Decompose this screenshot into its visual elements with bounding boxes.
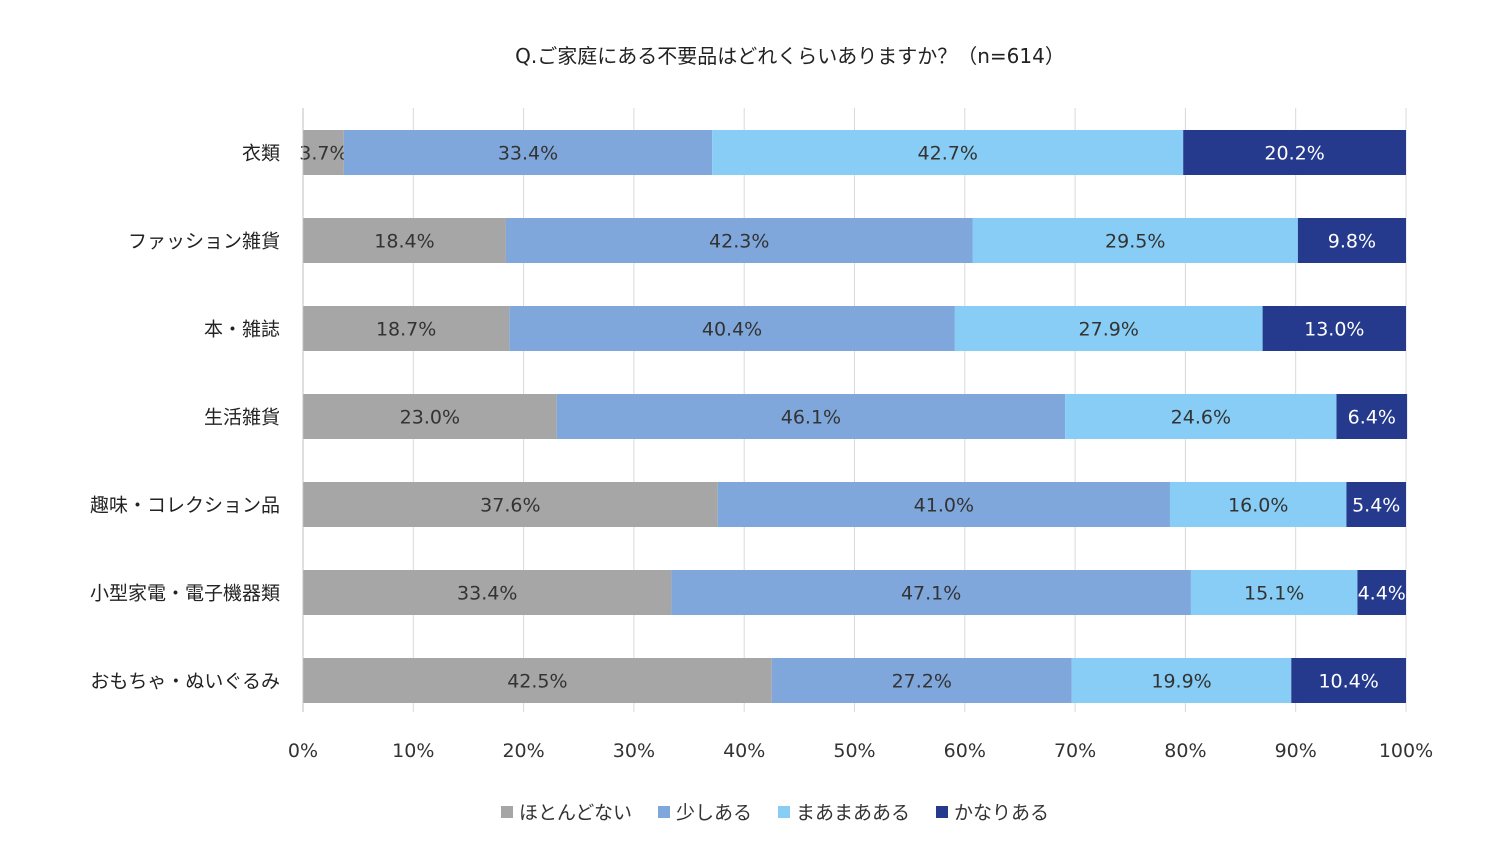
x-tick-label: 80% [1164, 740, 1206, 762]
bar-segment [343, 130, 713, 175]
bar-segment [1183, 130, 1406, 175]
x-tick-label: 70% [1054, 740, 1096, 762]
legend-swatch [658, 805, 670, 818]
chart-title: Q.ご家庭にある不要品はどれくらいありますか？（n=614） [515, 44, 1065, 68]
data-label: 13.0% [1304, 319, 1364, 341]
data-label: 4.4% [1358, 583, 1406, 605]
bar-segment [303, 130, 344, 175]
data-label: 40.4% [702, 319, 762, 341]
x-tick-label: 0% [288, 740, 318, 762]
legend-item: まあまあある [778, 798, 910, 825]
bar-segment [303, 658, 772, 703]
data-label: 29.5% [1105, 231, 1165, 253]
data-label: 42.5% [507, 671, 567, 693]
bar-segment [1297, 218, 1406, 263]
data-label: 20.2% [1264, 143, 1324, 165]
legend-label: ほとんどない [518, 802, 632, 824]
bar-segment [954, 306, 1263, 351]
x-tick-label: 100% [1379, 740, 1433, 762]
bar-segment [1346, 482, 1406, 527]
bar-segment [303, 306, 510, 351]
data-label: 18.4% [374, 231, 434, 253]
category-label: ファッション雑貨 [128, 231, 280, 253]
legend-item: 少しある [658, 798, 752, 825]
bar-segment [1357, 570, 1406, 615]
data-label: 33.4% [498, 143, 558, 165]
data-label: 27.9% [1079, 319, 1139, 341]
legend-label: 少しある [676, 802, 753, 824]
x-tick-label: 90% [1275, 740, 1317, 762]
data-label: 10.4% [1318, 671, 1378, 693]
bar-segment [717, 482, 1170, 527]
category-label: おもちゃ・ぬいぐるみ [90, 671, 280, 693]
x-tick-label: 20% [502, 740, 544, 762]
bar-segment [671, 570, 1191, 615]
bar-segment [505, 218, 973, 263]
category-label: 生活雑貨 [204, 407, 280, 429]
bar-segment [1336, 394, 1408, 439]
bar-segment [303, 482, 718, 527]
data-label: 9.8% [1328, 231, 1376, 253]
x-tick-label: 60% [944, 740, 986, 762]
data-label: 42.7% [918, 143, 978, 165]
data-label: 5.4% [1352, 495, 1400, 517]
data-label: 23.0% [400, 407, 460, 429]
data-label: 24.6% [1171, 407, 1231, 429]
bar-segment [1169, 482, 1347, 527]
bar-segment [1065, 394, 1337, 439]
category-label: 趣味・コレクション品 [90, 495, 280, 517]
data-label: 37.6% [480, 495, 540, 517]
x-tick-label: 40% [723, 740, 765, 762]
legend-item: かなりある [936, 798, 1049, 825]
data-label: 33.4% [457, 583, 517, 605]
data-label: 47.1% [901, 583, 961, 605]
legend-swatch [778, 805, 791, 818]
bar-segment [771, 658, 1072, 703]
bar-segment [509, 306, 955, 351]
legend-label: まあまあある [796, 802, 911, 824]
legend: ほとんどない 少しある まあまあある かなりある [0, 798, 1510, 825]
data-label: 27.2% [892, 671, 952, 693]
category-label: 衣類 [242, 143, 280, 165]
data-label: 46.1% [781, 407, 841, 429]
bar-segment [303, 218, 506, 263]
legend-swatch [936, 805, 949, 818]
legend-item: ほとんどない [500, 798, 632, 825]
category-label: 小型家電・電子機器類 [90, 583, 280, 605]
data-label: 42.3% [709, 231, 769, 253]
bar-segment [303, 394, 557, 439]
legend-label: かなりある [954, 802, 1050, 824]
data-label: 16.0% [1228, 495, 1288, 517]
bar-segment [972, 218, 1298, 263]
x-tick-label: 30% [613, 740, 655, 762]
data-label: 15.1% [1244, 583, 1304, 605]
x-tick-label: 50% [833, 740, 875, 762]
legend-swatch [500, 805, 513, 818]
bar-segment [556, 394, 1066, 439]
bar-segment [1071, 658, 1292, 703]
bar-segment [1262, 306, 1406, 351]
data-label: 3.7% [299, 143, 347, 165]
data-label: 19.9% [1151, 671, 1211, 693]
bar-segment [712, 130, 1184, 175]
data-label: 6.4% [1348, 407, 1396, 429]
data-label: 18.7% [376, 319, 436, 341]
data-label: 41.0% [914, 495, 974, 517]
bar-segment [1190, 570, 1358, 615]
bar-segment [303, 570, 672, 615]
category-label: 本・雑誌 [204, 319, 280, 341]
bar-segment [1291, 658, 1406, 703]
x-tick-label: 10% [392, 740, 434, 762]
